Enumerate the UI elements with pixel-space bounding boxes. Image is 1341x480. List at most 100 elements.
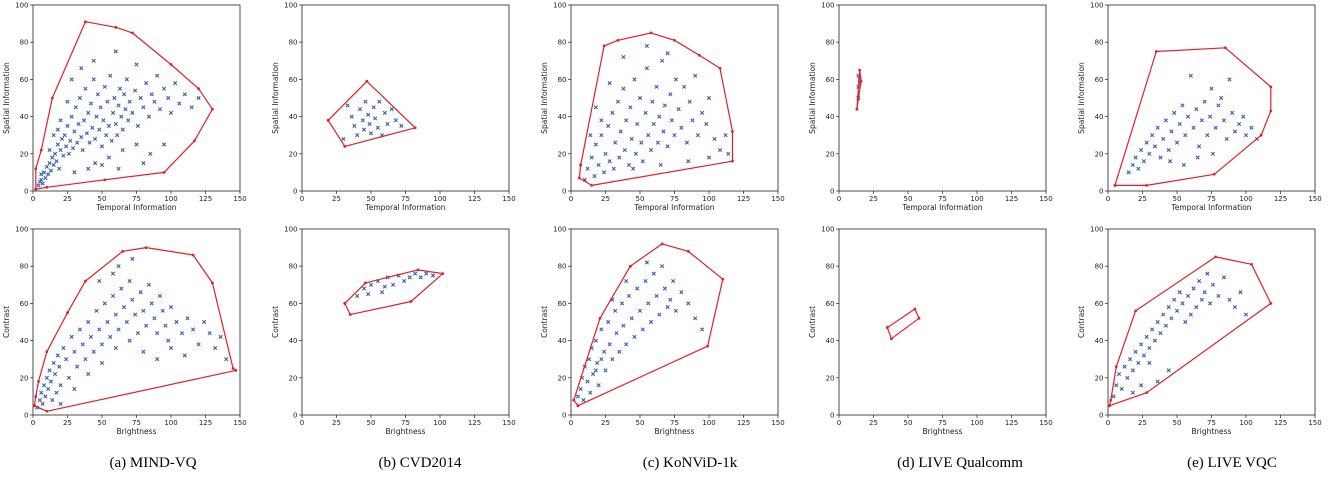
chart-1-2-xtick-label-2: 50 [636,419,645,427]
chart-1-2-hull-vertex-8 [572,398,576,402]
chart-0-4-point-28 [1205,133,1210,138]
chart-0-1-point-17 [385,121,390,127]
chart-1-3-ytick-label-4: 80 [826,263,835,271]
chart-0-0-point-28 [73,105,78,110]
chart-0-4-xtick-label-3: 75 [1207,195,1216,203]
chart-0-2-point-60 [726,151,731,156]
chart-1-1-point-13 [431,273,436,278]
chart-0-0-point-9 [47,161,52,166]
chart-1-2-hull [573,243,724,407]
chart-1-4-ytick-label-4: 80 [1095,263,1104,271]
chart-1-0-point-74 [86,371,91,377]
chart-0-4-point-6 [1144,140,1149,145]
chart-0-0-hull-vertex-3 [50,96,54,100]
chart-1-1-ytick-label-1: 20 [289,374,298,382]
chart-0-3-hull-vertex-2 [859,79,863,83]
chart-0-1-xlabel: Temporal Information [364,203,445,212]
chart-1-2-point-15 [603,368,608,373]
chart-1-2-point-45 [693,316,698,321]
chart-0-2-point-26 [637,95,643,101]
chart-1-1-frame [301,228,510,416]
chart-0-1-point-12 [373,116,378,121]
chart-0-4-point-17 [1174,140,1180,145]
chart-1-4-hull [1108,256,1272,407]
chart-0-2-point-3 [592,174,597,179]
chart-0-2-point-63 [665,51,670,56]
chart-1-1-xtick-label-2: 50 [367,419,376,427]
chart-0-2-point-10 [607,159,612,164]
chart-1-0-point-49 [149,301,154,306]
chart-0-0-point-14 [54,159,59,164]
chart-1-1-hull-vertex-3 [441,272,445,276]
chart-1-4-point-42 [1243,312,1249,317]
chart-0-2-point-14 [615,99,621,104]
chart-1-0-point-58 [179,331,185,336]
chart-0-2-xtick-label-6: 150 [771,195,784,203]
chart-1-4-point-5 [1125,375,1130,380]
chart-0-4-point-5 [1141,159,1146,164]
chart-0-3-xtick-label-1: 25 [869,195,878,203]
chart-0-2-point-40 [662,103,667,108]
chart-1-1-hull-vertex-5 [348,313,352,316]
chart-1-4-xtick-label-4: 100 [1239,419,1252,427]
chart-0-2-hull-vertex-2 [590,184,594,187]
chart-1-0-point-45 [138,290,143,295]
chart-1-0-point-26 [86,319,91,325]
chart-0-3-hull-vertex-1 [858,68,862,72]
chart-0-1-xtick-label-5: 125 [468,195,481,203]
chart-0-1-point-4 [357,107,363,112]
chart-0-0-point-102 [141,161,146,166]
chart-0-4-xtick-label-1: 25 [1138,195,1147,203]
chart-0-2-ytick-label-0: 0 [562,188,566,196]
chart-1-0-point-16 [58,383,63,388]
chart-1-2-point-49 [644,260,649,265]
chart-0-0-point-13 [52,151,58,156]
chart-1-1-ytick-label-0: 0 [293,412,297,420]
chart-0-1-point-9 [367,121,372,127]
chart-0-0-point-61 [119,114,124,119]
chart-1-3-xtick-label-2: 50 [904,419,913,427]
chart-0-1-point-14 [377,99,382,104]
chart-1-2: 0 25 50 75 100 125 150 0 20 40 60 80 100 Brightness Co… [540,226,785,437]
chart-0-0-point-85 [189,105,194,110]
chart-0-4-hull-vertex-2 [1212,172,1216,176]
chart-0-0-point-43 [94,114,99,119]
chart-1-0-point-55 [166,338,171,343]
chart-0-0-point-11 [50,155,55,160]
chart-0-0-point-18 [59,136,65,142]
chart-0-4-point-21 [1185,114,1191,119]
chart-1-0-point-54 [163,323,168,328]
chart-1-0-point-9 [48,379,54,384]
chart-1-4-point-41 [1238,290,1243,295]
chart-1-4-point-12 [1144,334,1149,339]
chart-1-4-point-38 [1221,275,1227,280]
chart-1-2-point-31 [643,278,648,284]
chart-1-0-point-50 [152,316,157,321]
chart-1-0-point-51 [155,331,160,336]
chart-0-1-point-19 [393,118,398,123]
chart-0-0-hull [35,21,213,190]
chart-1-2-point-26 [629,316,634,321]
chart-0-0-point-54 [109,138,114,143]
chart-0-2-point-29 [643,110,648,115]
chart-1-4-point-11 [1141,353,1146,358]
chart-0-0-point-71 [138,95,143,101]
chart-1-0-point-71 [168,345,174,351]
chart-0-2-point-16 [618,129,623,134]
chart-0-0-hull-vertex-6 [130,31,134,35]
chart-0-0-point-30 [76,121,81,127]
chart-0-4-point-18 [1177,121,1182,127]
chart-0-2-xtick-label-3: 75 [670,195,679,203]
chart-1-0-point-11 [51,360,56,366]
chart-0-3-ylabel: Spatial Information [808,62,817,134]
chart-1-2-point-17 [607,342,612,347]
chart-0-2-point-19 [624,118,629,123]
chart-1-2-ytick-label-2: 40 [558,337,567,345]
chart-1-3: 0 25 50 75 100 125 150 0 20 40 60 80 100 Brightness Co… [808,226,1053,437]
chart-1-1-point-8 [402,278,407,284]
chart-0-0-point-50 [104,133,109,138]
chart-1-0-point-63 [207,331,212,336]
chart-0-0-point-52 [106,123,111,128]
chart-0-3-xlabel: Temporal Information [901,203,982,212]
